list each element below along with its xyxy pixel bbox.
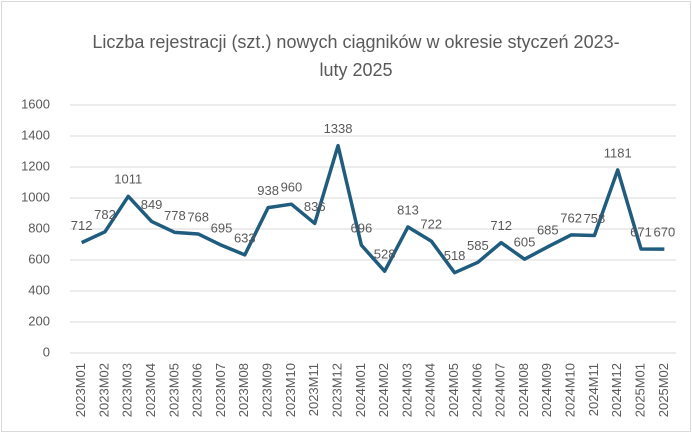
x-tick-label: 2023M04 bbox=[143, 363, 158, 417]
data-label: 768 bbox=[187, 209, 209, 224]
data-label: 685 bbox=[537, 222, 559, 237]
data-label: 813 bbox=[397, 202, 419, 217]
data-label: 605 bbox=[514, 235, 536, 250]
data-label: 633 bbox=[234, 230, 256, 245]
y-tick-label: 0 bbox=[43, 344, 50, 359]
data-label: 836 bbox=[304, 199, 326, 214]
x-tick-label: 2024M07 bbox=[493, 363, 508, 417]
data-label: 849 bbox=[141, 197, 163, 212]
data-label: 1181 bbox=[604, 145, 632, 160]
data-label: 1011 bbox=[114, 172, 142, 187]
x-tick-label: 2023M02 bbox=[96, 363, 111, 417]
line bbox=[80, 143, 665, 275]
x-tick-label: 2024M09 bbox=[539, 363, 554, 417]
x-tick-label: 2024M05 bbox=[446, 363, 461, 417]
x-tick-label: 2024M01 bbox=[353, 363, 368, 417]
data-label: 778 bbox=[164, 208, 186, 223]
y-tick-label: 1000 bbox=[21, 189, 50, 204]
x-tick-label: 2024M04 bbox=[423, 363, 438, 417]
x-tick-label: 2024M12 bbox=[609, 363, 624, 417]
x-tick-label: 2023M06 bbox=[190, 363, 205, 417]
data-label: 758 bbox=[584, 211, 606, 226]
data-label: 960 bbox=[281, 180, 303, 195]
data-label: 1338 bbox=[324, 121, 353, 136]
y-tick-label: 400 bbox=[28, 282, 50, 297]
data-label: 696 bbox=[350, 221, 372, 236]
data-label: 782 bbox=[94, 207, 116, 222]
x-tick-label: 2025M01 bbox=[632, 363, 647, 417]
x-tick-label: 2024M06 bbox=[469, 363, 484, 417]
y-tick-label: 1600 bbox=[21, 96, 50, 111]
data-label: 671 bbox=[630, 224, 652, 239]
x-tick-label: 2024M10 bbox=[563, 363, 578, 417]
data-label: 762 bbox=[560, 210, 582, 225]
data-label: 938 bbox=[257, 183, 279, 198]
data-label: 518 bbox=[444, 248, 466, 263]
chart-title: Liczba rejestracji (szt.) nowych ciągnik… bbox=[92, 32, 620, 80]
x-tick-label: 2023M03 bbox=[120, 363, 135, 417]
y-tick-label: 1400 bbox=[21, 127, 50, 142]
data-label: 528 bbox=[374, 247, 396, 262]
x-tick-label: 2023M10 bbox=[283, 363, 298, 417]
y-tick-label: 1200 bbox=[21, 158, 50, 173]
data-label: 585 bbox=[467, 238, 489, 253]
x-tick-label: 2024M03 bbox=[399, 363, 414, 417]
data-label: 722 bbox=[420, 217, 442, 232]
y-tick-label: 200 bbox=[28, 313, 50, 328]
x-tick-label: 2023M08 bbox=[236, 363, 251, 417]
x-tick-label: 2024M11 bbox=[586, 363, 601, 416]
data-label: 670 bbox=[653, 225, 675, 240]
y-tick-label: 600 bbox=[28, 251, 50, 266]
x-tick-label: 2023M09 bbox=[260, 363, 275, 417]
x-tick-label: 2023M07 bbox=[213, 363, 228, 417]
x-tick-label: 2024M02 bbox=[376, 363, 391, 417]
data-label: 712 bbox=[490, 218, 512, 233]
x-tick-label: 2025M02 bbox=[656, 363, 671, 417]
x-tick-label: 2023M05 bbox=[166, 363, 181, 417]
data-label: 712 bbox=[71, 218, 93, 233]
y-tick-label: 800 bbox=[28, 220, 50, 235]
x-tick-label: 2023M11 bbox=[306, 363, 321, 416]
x-tick-label: 2023M12 bbox=[329, 363, 344, 417]
x-tick-label: 2023M01 bbox=[73, 363, 88, 417]
data-label: 695 bbox=[211, 221, 233, 236]
x-tick-label: 2024M08 bbox=[516, 363, 531, 417]
